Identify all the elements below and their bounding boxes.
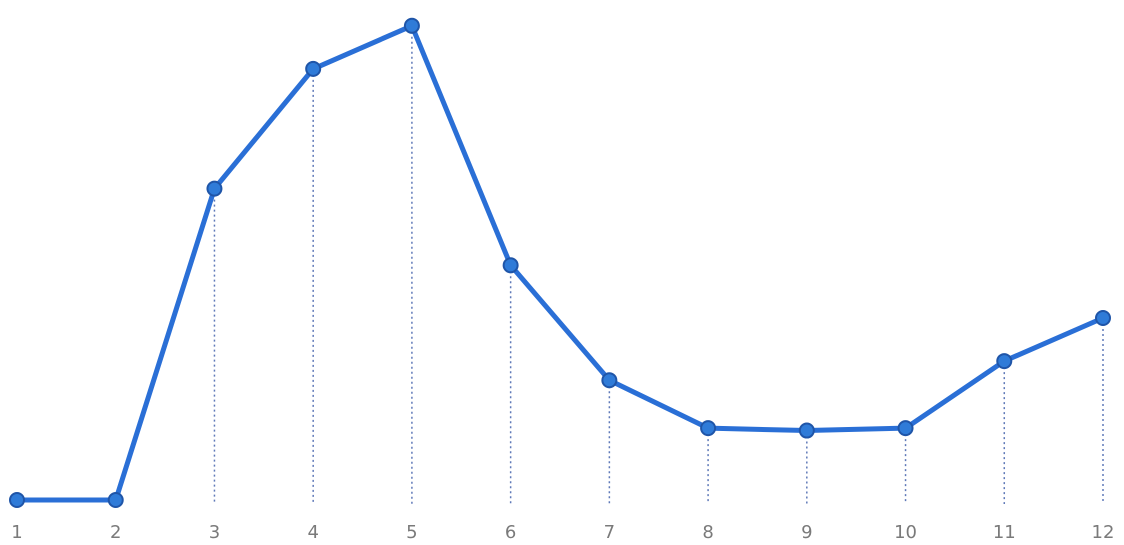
x-tick-label-3: 3 <box>209 522 220 543</box>
data-point-4 <box>305 60 322 77</box>
data-point-3 <box>206 180 223 197</box>
data-point-1 <box>9 492 25 508</box>
x-tick-label-2: 2 <box>110 522 121 543</box>
data-point-6 <box>502 257 519 274</box>
x-tick-label-1: 1 <box>11 522 22 543</box>
x-tick-label-10: 10 <box>894 522 917 543</box>
series-line <box>14 23 1106 503</box>
x-tick-label-12: 12 <box>1092 522 1115 543</box>
data-point-5 <box>403 17 420 34</box>
x-tick-label-11: 11 <box>993 522 1016 543</box>
x-tick-label-7: 7 <box>604 522 615 543</box>
data-point-12 <box>1095 309 1111 326</box>
guide-lines-group <box>213 31 1104 504</box>
x-tick-label-6: 6 <box>505 522 516 543</box>
x-tick-label-8: 8 <box>702 522 713 543</box>
x-tick-label-4: 4 <box>307 522 318 543</box>
point-markers-group <box>9 17 1111 508</box>
data-point-11 <box>996 353 1013 370</box>
data-point-7 <box>601 372 618 389</box>
data-point-9 <box>798 422 815 439</box>
data-point-8 <box>700 420 717 437</box>
x-tick-label-9: 9 <box>801 522 812 543</box>
x-tick-label-5: 5 <box>406 522 417 543</box>
x-axis-tick-labels: 1 2 3 4 5 6 7 8 9 10 11 12 <box>11 522 1114 543</box>
data-point-10 <box>897 420 914 437</box>
data-point-2 <box>107 492 124 508</box>
